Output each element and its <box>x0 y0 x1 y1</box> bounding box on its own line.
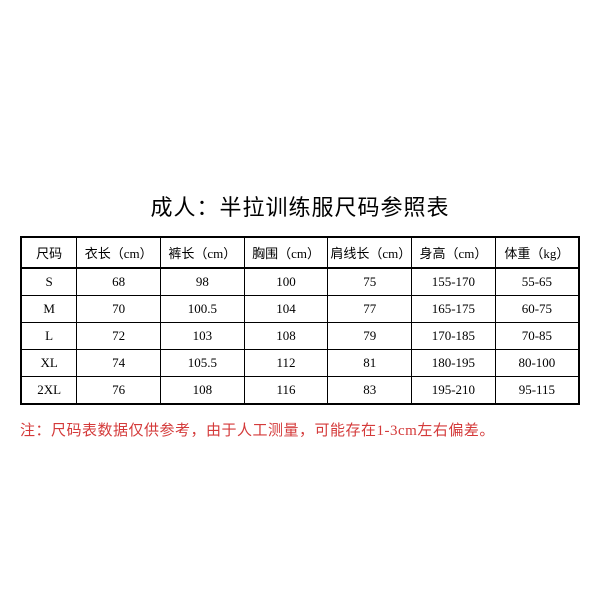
cell: M <box>21 296 77 323</box>
header-length: 衣长（cm） <box>77 237 161 268</box>
cell: L <box>21 323 77 350</box>
cell: 155-170 <box>412 268 496 296</box>
header-weight: 体重（kg） <box>495 237 579 268</box>
cell: XL <box>21 350 77 377</box>
table-row: XL 74 105.5 112 81 180-195 80-100 <box>21 350 579 377</box>
cell: 105.5 <box>160 350 244 377</box>
cell: 75 <box>328 268 412 296</box>
cell: 103 <box>160 323 244 350</box>
cell: 79 <box>328 323 412 350</box>
cell: 100 <box>244 268 328 296</box>
cell: 95-115 <box>495 377 579 405</box>
cell: 108 <box>160 377 244 405</box>
cell: 70-85 <box>495 323 579 350</box>
table-row: S 68 98 100 75 155-170 55-65 <box>21 268 579 296</box>
cell: 180-195 <box>412 350 496 377</box>
cell: 83 <box>328 377 412 405</box>
table-row: M 70 100.5 104 77 165-175 60-75 <box>21 296 579 323</box>
cell: 68 <box>77 268 161 296</box>
size-table: 尺码 衣长（cm） 裤长（cm） 胸围（cm） 肩线长（cm） 身高（cm） 体… <box>20 236 580 405</box>
cell: 76 <box>77 377 161 405</box>
chart-title: 成人：半拉训练服尺码参照表 <box>20 190 580 222</box>
table-body: S 68 98 100 75 155-170 55-65 M 70 100.5 … <box>21 268 579 404</box>
cell: 77 <box>328 296 412 323</box>
cell: 60-75 <box>495 296 579 323</box>
header-chest: 胸围（cm） <box>244 237 328 268</box>
table-row: 2XL 76 108 116 83 195-210 95-115 <box>21 377 579 405</box>
footnote: 注：尺码表数据仅供参考，由于人工测量，可能存在1-3cm左右偏差。 <box>20 419 580 440</box>
cell: S <box>21 268 77 296</box>
cell: 72 <box>77 323 161 350</box>
cell: 80-100 <box>495 350 579 377</box>
header-height: 身高（cm） <box>412 237 496 268</box>
cell: 70 <box>77 296 161 323</box>
cell: 100.5 <box>160 296 244 323</box>
cell: 170-185 <box>412 323 496 350</box>
cell: 195-210 <box>412 377 496 405</box>
cell: 2XL <box>21 377 77 405</box>
cell: 81 <box>328 350 412 377</box>
table-header-row: 尺码 衣长（cm） 裤长（cm） 胸围（cm） 肩线长（cm） 身高（cm） 体… <box>21 237 579 268</box>
table-row: L 72 103 108 79 170-185 70-85 <box>21 323 579 350</box>
cell: 98 <box>160 268 244 296</box>
cell: 112 <box>244 350 328 377</box>
cell: 55-65 <box>495 268 579 296</box>
cell: 104 <box>244 296 328 323</box>
cell: 108 <box>244 323 328 350</box>
header-size: 尺码 <box>21 237 77 268</box>
size-chart-container: 成人：半拉训练服尺码参照表 尺码 衣长（cm） 裤长（cm） 胸围（cm） 肩线… <box>20 190 580 440</box>
cell: 116 <box>244 377 328 405</box>
cell: 74 <box>77 350 161 377</box>
header-pants: 裤长（cm） <box>160 237 244 268</box>
header-shoulder: 肩线长（cm） <box>328 237 412 268</box>
cell: 165-175 <box>412 296 496 323</box>
